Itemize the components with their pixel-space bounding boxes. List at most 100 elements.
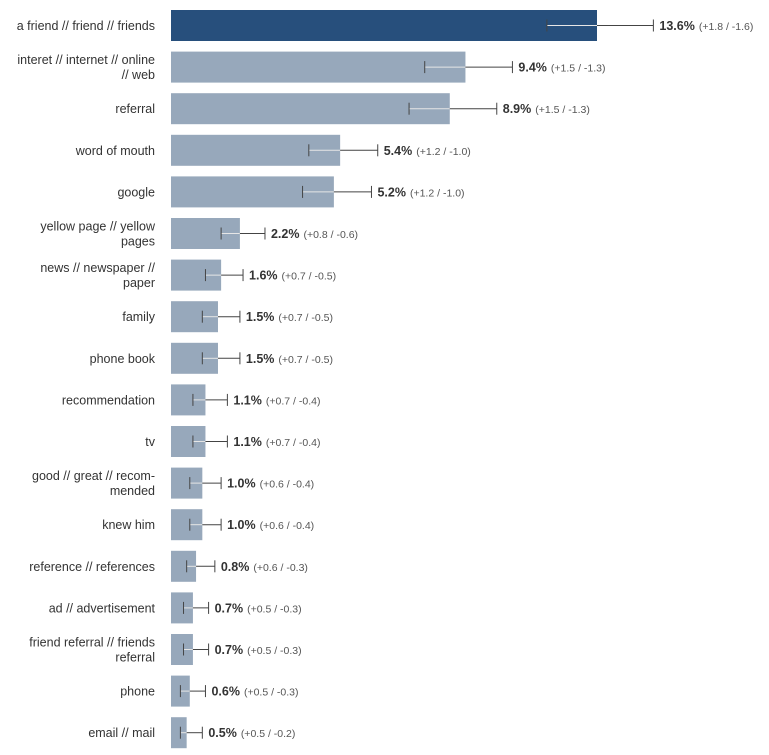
- value-percent: 5.4%: [384, 144, 413, 158]
- category-label: email // mail: [88, 726, 155, 740]
- category-label-line: // web: [122, 68, 155, 82]
- value-error-range: (+0.6 / -0.4): [260, 520, 315, 532]
- bar: [171, 717, 187, 749]
- value-label: 1.5% (+0.7 / -0.5): [246, 310, 333, 324]
- category-label: family: [122, 310, 155, 324]
- category-label-line: a friend // friend // friends: [17, 19, 155, 33]
- value-error-range: (+0.7 / -0.4): [266, 395, 321, 407]
- category-label-line: google: [117, 185, 155, 199]
- value-label: 1.6% (+0.7 / -0.5): [249, 269, 336, 283]
- bar: [171, 51, 466, 83]
- category-label-line: knew him: [102, 518, 155, 532]
- category-label: friend referral // friends referral: [29, 636, 155, 665]
- value-percent: 0.7%: [215, 601, 244, 615]
- category-label-line: family: [122, 310, 155, 324]
- value-error-range: (+1.2 / -1.0): [416, 146, 471, 158]
- category-label-line: phone: [120, 685, 155, 699]
- category-label: interet // internet // online// web: [17, 53, 155, 82]
- value-error-range: (+0.5 / -0.3): [244, 687, 299, 699]
- value-label: 5.2% (+1.2 / -1.0): [377, 185, 464, 199]
- value-error-range: (+0.8 / -0.6): [303, 229, 358, 241]
- value-percent: 9.4%: [518, 61, 547, 75]
- bar: [171, 592, 193, 624]
- value-error-range: (+0.6 / -0.3): [253, 562, 308, 574]
- value-error-range: (+0.7 / -0.5): [278, 312, 333, 324]
- value-error-range: (+0.7 / -0.4): [266, 437, 321, 449]
- value-label: 9.4% (+1.5 / -1.3): [518, 61, 605, 75]
- category-label: knew him: [102, 518, 155, 532]
- value-error-range: (+0.6 / -0.4): [260, 479, 315, 491]
- category-label: yellow page // yellow pages: [40, 220, 156, 249]
- value-percent: 1.0%: [227, 477, 256, 491]
- category-label-line: yellow page // yellow: [40, 220, 156, 234]
- value-error-range: (+0.5 / -0.3): [247, 603, 302, 615]
- value-label: 0.7% (+0.5 / -0.3): [215, 601, 302, 615]
- category-label: phone: [120, 685, 155, 699]
- value-percent: 0.5%: [208, 726, 237, 740]
- value-percent: 0.7%: [215, 643, 244, 657]
- value-percent: 13.6%: [659, 19, 694, 33]
- value-percent: 1.1%: [233, 393, 262, 407]
- category-label: word of mouth: [75, 144, 155, 158]
- category-label: good // great // recom-mended: [32, 469, 155, 498]
- category-label-line: mended: [110, 484, 155, 498]
- category-label-line: referral: [115, 651, 155, 665]
- value-label: 1.1% (+0.7 / -0.4): [233, 435, 320, 449]
- value-percent: 5.2%: [377, 185, 406, 199]
- value-error-range: (+1.8 / -1.6): [699, 21, 754, 33]
- category-label-line: reference // references: [29, 560, 155, 574]
- category-label-line: referral: [115, 102, 155, 116]
- value-label: 13.6% (+1.8 / -1.6): [659, 19, 753, 33]
- value-percent: 8.9%: [503, 102, 532, 116]
- value-label: 2.2% (+0.8 / -0.6): [271, 227, 358, 241]
- value-error-range: (+1.2 / -1.0): [410, 187, 465, 199]
- category-label: ad // advertisement: [49, 601, 156, 615]
- category-label: google: [117, 185, 155, 199]
- value-label: 5.4% (+1.2 / -1.0): [384, 144, 471, 158]
- value-label: 1.0% (+0.6 / -0.4): [227, 477, 314, 491]
- category-label-line: interet // internet // online: [17, 53, 155, 67]
- category-label-line: recommendation: [62, 393, 155, 407]
- category-label: a friend // friend // friends: [17, 19, 155, 33]
- value-percent: 1.0%: [227, 518, 256, 532]
- value-percent: 1.5%: [246, 352, 274, 366]
- value-percent: 1.5%: [246, 310, 274, 324]
- value-percent: 0.6%: [211, 685, 240, 699]
- category-label: referral: [115, 102, 155, 116]
- category-label: tv: [145, 435, 155, 449]
- category-label-line: email // mail: [88, 726, 155, 740]
- bar: [171, 93, 450, 125]
- category-label-line: friend referral // friends: [29, 636, 155, 650]
- value-percent: 0.8%: [221, 560, 250, 574]
- category-label-line: word of mouth: [75, 144, 155, 158]
- value-percent: 1.1%: [233, 435, 262, 449]
- value-label: 0.6% (+0.5 / -0.3): [211, 685, 298, 699]
- value-label: 0.7% (+0.5 / -0.3): [215, 643, 302, 657]
- category-label: reference // references: [29, 560, 155, 574]
- value-percent: 1.6%: [249, 269, 278, 283]
- value-label: 1.5% (+0.7 / -0.5): [246, 352, 333, 366]
- value-error-range: (+0.5 / -0.2): [241, 728, 296, 740]
- value-percent: 2.2%: [271, 227, 300, 241]
- category-label-line: paper: [123, 276, 155, 290]
- category-label: recommendation: [62, 393, 155, 407]
- value-label: 8.9% (+1.5 / -1.3): [503, 102, 590, 116]
- bar: [171, 634, 193, 665]
- value-error-range: (+0.7 / -0.5): [278, 354, 333, 366]
- bar: [171, 10, 597, 41]
- value-error-range: (+1.5 / -1.3): [551, 63, 606, 75]
- value-label: 1.0% (+0.6 / -0.4): [227, 518, 314, 532]
- category-label: news // newspaper //paper: [40, 261, 155, 290]
- category-label: phone book: [90, 352, 156, 366]
- category-label-line: ad // advertisement: [49, 601, 156, 615]
- value-error-range: (+1.5 / -1.3): [535, 104, 590, 116]
- value-error-range: (+0.5 / -0.3): [247, 645, 302, 657]
- value-error-range: (+0.7 / -0.5): [282, 271, 337, 283]
- category-label-line: tv: [145, 435, 155, 449]
- category-label-line: news // newspaper //: [40, 261, 155, 275]
- value-label: 0.5% (+0.5 / -0.2): [208, 726, 295, 740]
- value-label: 1.1% (+0.7 / -0.4): [233, 393, 320, 407]
- value-label: 0.8% (+0.6 / -0.3): [221, 560, 308, 574]
- category-label-line: phone book: [90, 352, 156, 366]
